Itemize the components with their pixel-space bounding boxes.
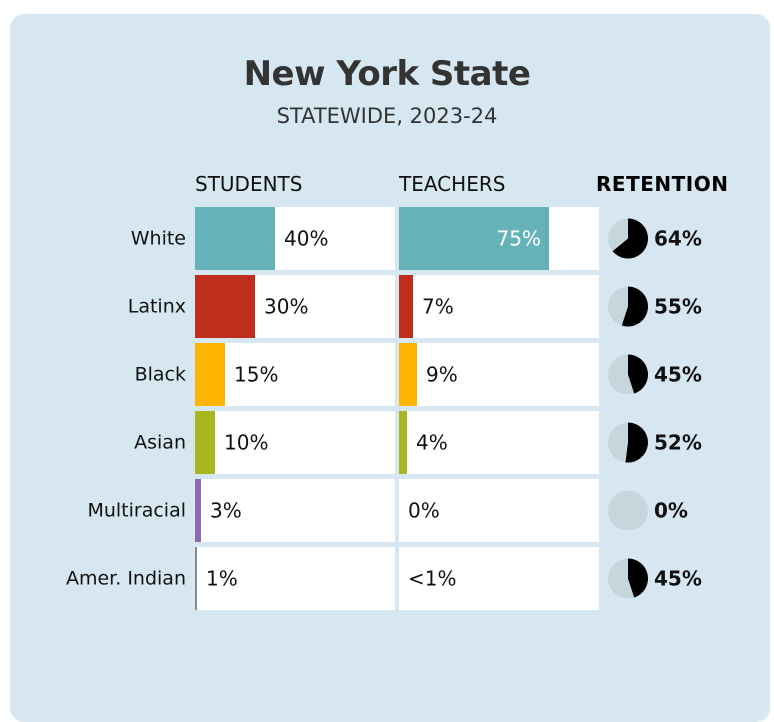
retention-value-label: 45% — [654, 567, 702, 591]
students-cell — [195, 547, 395, 610]
retention-pie-slice — [612, 218, 649, 259]
chart-title: New York State — [243, 54, 531, 94]
retention-pie-background — [608, 490, 648, 531]
retention-value-label: 64% — [654, 227, 702, 251]
students-cell — [195, 343, 395, 406]
teachers-bar — [399, 275, 413, 338]
category-label: Asian — [134, 432, 186, 454]
students-bar — [195, 275, 255, 338]
retention-pie-slice — [628, 354, 648, 394]
category-label: Amer. Indian — [66, 568, 186, 590]
teachers-value-label: 9% — [426, 363, 458, 387]
students-value-label: 30% — [264, 295, 308, 319]
retention-pie-slice — [621, 286, 648, 327]
teachers-value-label: 75% — [497, 227, 541, 251]
teachers-cell — [399, 343, 599, 406]
students-value-label: 3% — [210, 499, 242, 523]
students-value-label: 1% — [206, 567, 238, 591]
retention-pie-slice — [628, 558, 648, 598]
students-bar — [195, 343, 225, 406]
teachers-cell — [399, 411, 599, 474]
students-bar — [195, 479, 201, 542]
teachers-bar — [399, 343, 417, 406]
teachers-cell — [399, 275, 599, 338]
teachers-value-label: <1% — [408, 567, 457, 591]
students-cell — [195, 411, 395, 474]
category-label: Latinx — [128, 296, 186, 318]
teachers-cell — [399, 547, 599, 610]
students-bar — [195, 547, 197, 610]
students-value-label: 10% — [224, 431, 268, 455]
category-label: Multiracial — [87, 500, 186, 522]
teachers-bar — [399, 207, 549, 270]
teachers-bar — [399, 411, 407, 474]
students-value-label: 15% — [234, 363, 278, 387]
retention-value-label: 52% — [654, 431, 702, 455]
teachers-value-label: 7% — [422, 295, 454, 319]
students-value-label: 40% — [284, 227, 328, 251]
students-cell — [195, 479, 395, 542]
retention-pie-slice — [625, 422, 648, 463]
retention-column-header: RETENTION — [596, 172, 729, 196]
students-bar — [195, 411, 215, 474]
teachers-cell — [399, 479, 599, 542]
students-column-header: STUDENTS — [195, 172, 303, 196]
chart-subtitle: STATEWIDE, 2023-24 — [276, 104, 498, 128]
students-bar — [195, 207, 275, 270]
retention-value-label: 55% — [654, 295, 702, 319]
retention-value-label: 0% — [654, 499, 688, 523]
category-label: Black — [135, 364, 186, 386]
teachers-value-label: 4% — [416, 431, 448, 455]
teachers-column-header: TEACHERS — [399, 172, 506, 196]
teachers-value-label: 0% — [408, 499, 440, 523]
retention-value-label: 45% — [654, 363, 702, 387]
category-label: White — [131, 228, 186, 250]
